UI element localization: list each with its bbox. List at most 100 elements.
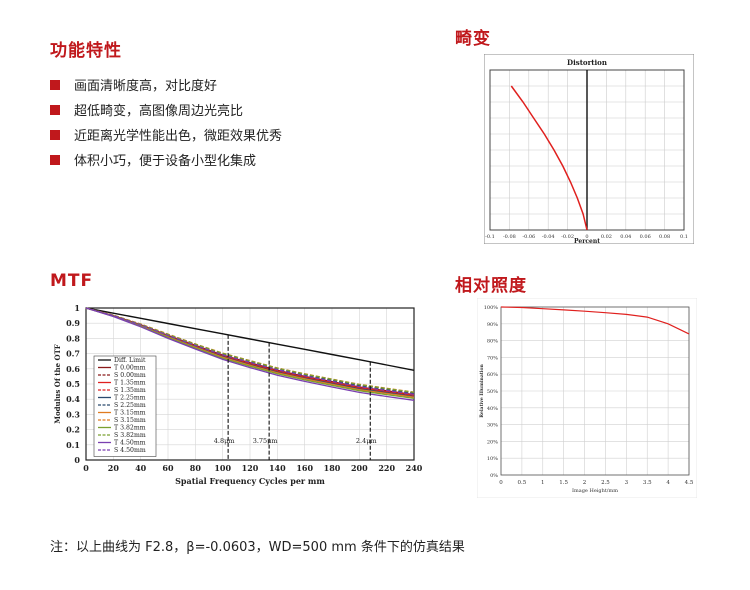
y-tick-label: 0.1 [66, 440, 80, 450]
y-tick-label: 0.3 [66, 409, 80, 419]
chart-frame [477, 298, 697, 498]
y-tick-label: 0 [74, 455, 80, 465]
y-tick-label: 70% [487, 355, 498, 361]
x-tick-label: 240 [406, 463, 423, 473]
illumination-curve [500, 306, 690, 335]
legend-label: S 3.82mm [114, 432, 146, 439]
legend-box [93, 355, 157, 457]
y-tick-label: 0.4 [66, 394, 80, 404]
x-tick-label: 0 [83, 463, 89, 473]
y-tick-label: 0.2 [66, 425, 80, 435]
x-tick-label: 3.5 [643, 480, 652, 486]
x-tick-label: 80 [190, 463, 202, 473]
simulation-note: 注：以上曲线为 F2.8，β=-0.0603，WD=500 mm 条件下的仿真结… [50, 540, 465, 555]
x-tick-label: 60 [162, 463, 174, 473]
feature-text: 画面清晰度高，对比度好 [74, 79, 218, 94]
legend-label: T 0.00mm [114, 365, 146, 372]
bullet-square-icon [50, 79, 60, 90]
nyquist-label: 3.75μm [253, 437, 278, 445]
x-tick-label: 0.06 [640, 234, 651, 240]
mtf-heading: MTF [50, 271, 94, 291]
x-tick-label: 3 [625, 480, 629, 486]
feature-item: 近距离光学性能出色，微距效果优秀 [50, 122, 282, 147]
distortion-heading: 畸变 [455, 29, 491, 49]
x-tick-label: -0.08 [503, 234, 516, 240]
mtf-series-line [85, 307, 415, 395]
x-tick-label: -0.02 [561, 234, 574, 240]
y-axis-label: Modulus Of the OTF [53, 344, 62, 424]
chart-title: Distortion [567, 58, 607, 67]
bullet-square-icon [50, 129, 60, 140]
x-tick-label: 1 [541, 480, 545, 486]
x-tick-label: 140 [269, 463, 286, 473]
x-tick-label: 120 [242, 463, 259, 473]
x-tick-label: 100 [214, 463, 231, 473]
feature-item: 超低畸变，高图像周边光亮比 [50, 97, 282, 122]
legend-label: S 4.50mm [114, 447, 146, 454]
y-tick-label: 0.9 [66, 318, 80, 328]
chart-frame [484, 54, 694, 244]
features-title: 功能特性 [50, 41, 122, 61]
y-tick-label: 0.8 [66, 333, 80, 343]
x-tick-label: 200 [351, 463, 368, 473]
legend-label: S 0.00mm [114, 372, 146, 379]
x-axis-label: Image Height/mm [572, 488, 618, 494]
x-tick-label: 220 [378, 463, 395, 473]
x-tick-label: 0.08 [659, 234, 670, 240]
x-tick-label: 40 [135, 463, 147, 473]
x-tick-label: 1.5 [559, 480, 568, 486]
legend-label: T 2.25mm [114, 395, 146, 402]
legend-label: T 4.50mm [114, 440, 146, 447]
feature-text: 体积小巧，便于设备小型化集成 [74, 154, 257, 169]
feature-text: 近距离光学性能出色，微距效果优秀 [74, 129, 283, 144]
distortion-chart: Distortion -0.1 -0.08 -0.06 -0.04 -0.02 0 0.02 0… [484, 54, 694, 244]
legend-label: T 3.82mm [114, 425, 146, 432]
x-axis-label: Spatial Frequency Cycles per mm [175, 476, 325, 486]
legend-label: S 3.15mm [114, 417, 146, 424]
y-tick-label: 0.7 [66, 349, 80, 359]
feature-item: 画面清晰度高，对比度好 [50, 72, 282, 97]
nyquist-label: 4.8μm [214, 437, 235, 445]
x-tick-label: 2.5 [601, 480, 610, 486]
x-tick-label: 2 [583, 480, 587, 486]
legend-label: T 3.15mm [114, 410, 146, 417]
x-tick-label: -0.06 [522, 234, 535, 240]
x-tick-label: 180 [324, 463, 341, 473]
x-tick-label: -0.04 [542, 234, 555, 240]
x-tick-label: 0 [499, 480, 503, 486]
y-axis-label: Relative Illumination [479, 363, 485, 417]
mtf-series-line [85, 307, 415, 401]
mtf-chart: 0 20 40 60 80 100 120 140 160 180 200 220 240 0 0.1 0.2… [53, 303, 423, 486]
legend-label: S 1.35mm [114, 387, 146, 394]
x-tick-label: 20 [108, 463, 120, 473]
illumination-chart: 0 0.5 1 1.5 2 2.5 3 3.5 4 4.5 0% 10% 20% 30% 40% 50% 60%… [477, 298, 697, 498]
legend-label: S 2.25mm [114, 402, 146, 409]
y-tick-label: 30% [487, 423, 498, 429]
x-tick-label: 0.5 [518, 480, 527, 486]
x-tick-label: 0.1 [680, 234, 688, 240]
feature-item: 体积小巧，便于设备小型化集成 [50, 147, 282, 172]
y-tick-label: 0.6 [66, 364, 80, 374]
legend-label: T 1.35mm [114, 380, 146, 387]
x-tick-label: 4.5 [685, 480, 694, 486]
y-tick-label: 60% [487, 372, 498, 378]
x-tick-label: -0.1 [485, 234, 495, 240]
y-tick-label: 1 [74, 303, 80, 313]
nyquist-label: 2.4μm [356, 437, 377, 445]
x-tick-label: 4 [666, 480, 670, 486]
x-axis-label: Percent [574, 238, 600, 244]
bullet-square-icon [50, 104, 60, 115]
y-tick-label: 90% [487, 322, 498, 328]
legend-label: Diff. Limit [114, 357, 146, 364]
y-tick-label: 0.5 [66, 379, 80, 389]
feature-text: 超低畸变，高图像周边光亮比 [74, 104, 244, 119]
y-tick-label: 20% [487, 439, 498, 445]
y-tick-label: 80% [487, 339, 498, 345]
y-tick-label: 50% [487, 389, 498, 395]
mtf-series-line [85, 307, 415, 371]
feature-list: 画面清晰度高，对比度好 超低畸变，高图像周边光亮比 近距离光学性能出色，微距效果… [50, 72, 282, 172]
x-tick-label: 0.02 [601, 234, 612, 240]
x-tick-label: 0.04 [620, 234, 631, 240]
y-tick-label: 0% [490, 473, 498, 479]
y-tick-label: 100% [484, 305, 499, 311]
